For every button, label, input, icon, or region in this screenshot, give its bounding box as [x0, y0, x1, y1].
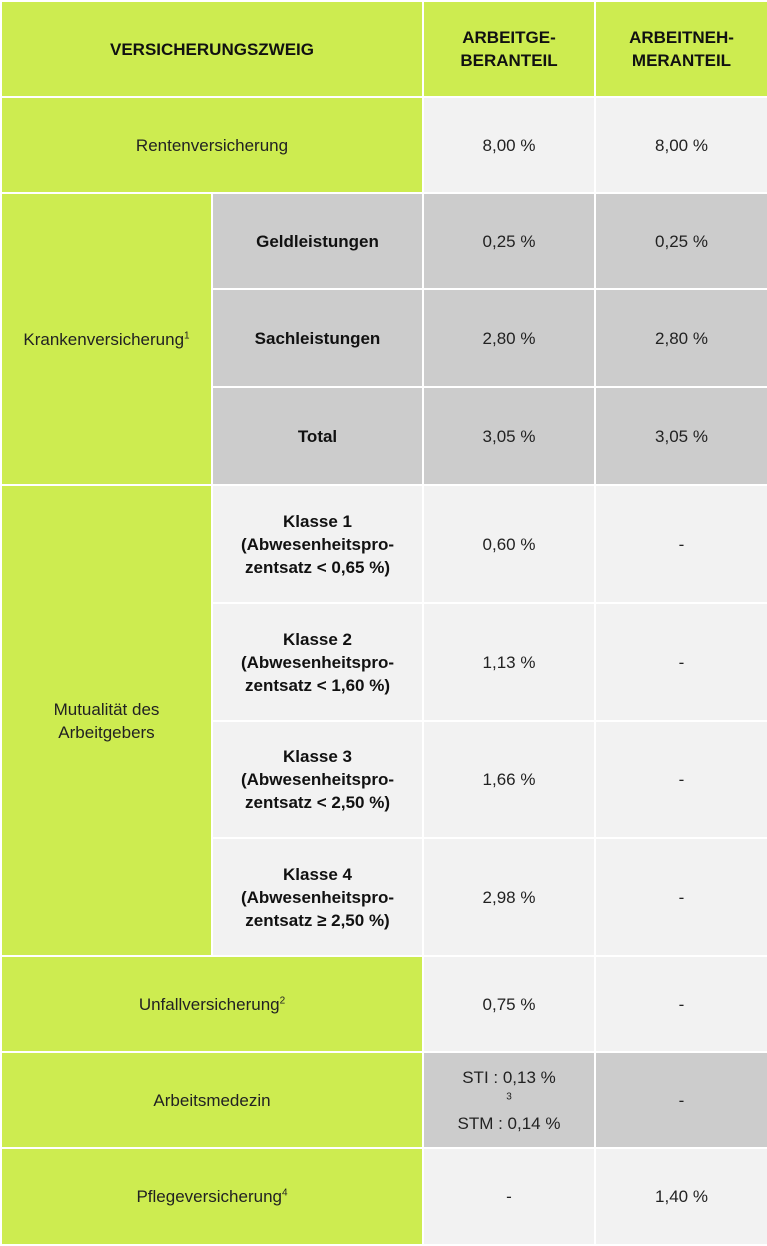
- employer-klasse-4: 2,98 %: [422, 837, 596, 957]
- employee-total: 3,05 %: [594, 386, 767, 486]
- employer-rentenversicherung: 8,00 %: [422, 96, 596, 194]
- row-rentenversicherung: Rentenversicherung 8,00 % 8,00 %: [0, 96, 767, 194]
- employee-klasse-4: -: [594, 837, 767, 957]
- label-geldleistungen: Geldleistungen: [211, 192, 424, 290]
- employee-arbeitsmedizin: -: [594, 1051, 767, 1149]
- employer-pflegeversicherung: -: [422, 1147, 596, 1246]
- employer-klasse-1: 0,60 %: [422, 484, 596, 604]
- employer-arbeitsmedizin: STI : 0,13 % 3 STM : 0,14 %: [422, 1051, 596, 1149]
- row-mutualitaet-klasse-2: Klasse 2 (Abwesenheitspro-zentsatz < 1,60…: [1, 602, 767, 722]
- employee-unfallversicherung: -: [594, 955, 767, 1053]
- label-klasse-3: Klasse 3 (Abwesenheitspro-zentsatz < 2,50…: [211, 720, 424, 839]
- row-pflegeversicherung: Pflegeversicherung4 - 1,40 %: [0, 1147, 767, 1246]
- employee-sachleistungen: 2,80 %: [594, 288, 767, 388]
- row-krankenversicherung-sach: Sachleistungen 2,80 % 2,80 %: [1, 288, 767, 388]
- employer-klasse-3: 1,66 %: [422, 720, 596, 839]
- label-sachleistungen: Sachleistungen: [211, 288, 424, 388]
- label-pflegeversicherung: Pflegeversicherung4: [0, 1147, 424, 1246]
- employee-geldleistungen: 0,25 %: [594, 192, 767, 290]
- label-total: Total: [211, 386, 424, 486]
- label-klasse-1: Klasse 1 (Abwesenheitspro-zentsatz < 0,65…: [211, 484, 424, 604]
- employee-klasse-3: -: [594, 720, 767, 839]
- label-klasse-2: Klasse 2 (Abwesenheitspro-zentsatz < 1,60…: [211, 602, 424, 722]
- employee-rentenversicherung: 8,00 %: [594, 96, 767, 194]
- employer-total: 3,05 %: [422, 386, 596, 486]
- employee-klasse-2: -: [594, 602, 767, 722]
- employer-klasse-2: 1,13 %: [422, 602, 596, 722]
- row-unfallversicherung: Unfallversicherung2 0,75 % -: [0, 955, 767, 1053]
- employer-sachleistungen: 2,80 %: [422, 288, 596, 388]
- employer-geldleistungen: 0,25 %: [422, 192, 596, 290]
- row-mutualitaet-klasse-3: Klasse 3 (Abwesenheitspro-zentsatz < 2,50…: [1, 720, 767, 839]
- employee-pflegeversicherung: 1,40 %: [594, 1147, 767, 1246]
- row-krankenversicherung-total: Total 3,05 % 3,05 %: [1, 386, 767, 486]
- row-arbeitsmedizin: Arbeitsmedezin STI : 0,13 % 3 STM : 0,14 …: [0, 1051, 767, 1149]
- row-mutualitaet-klasse-4: Klasse 4 (Abwesenheitspro-zentsatz ≥ 2,50…: [1, 837, 767, 957]
- label-unfallversicherung: Unfallversicherung2: [0, 955, 424, 1053]
- label-krankenversicherung: Krankenversicherung1: [0, 192, 213, 486]
- employee-klasse-1: -: [594, 484, 767, 604]
- label-klasse-4: Klasse 4 (Abwesenheitspro-zentsatz ≥ 2,50…: [211, 837, 424, 957]
- header-employer-share: ARBEITGE- BERANTEIL: [422, 0, 596, 98]
- row-mutualitaet-klasse-1: Mutualität des Arbeitgebers Klasse 1 (Abwe…: [0, 484, 767, 957]
- label-rentenversicherung: Rentenversicherung: [0, 96, 424, 194]
- row-krankenversicherung-geld: Krankenversicherung1 Geldleistungen 0,25…: [0, 192, 767, 486]
- header-branch: VERSICHERUNGSZWEIG: [0, 0, 424, 98]
- header-row: VERSICHERUNGSZWEIG ARBEITGE- BERANTEIL AR…: [0, 0, 767, 98]
- header-employee-share: ARBEITNEH- MERANTEIL: [594, 0, 767, 98]
- label-arbeitsmedizin: Arbeitsmedezin: [0, 1051, 424, 1149]
- label-mutualitaet: Mutualität des Arbeitgebers: [0, 484, 213, 957]
- employer-unfallversicherung: 0,75 %: [422, 955, 596, 1053]
